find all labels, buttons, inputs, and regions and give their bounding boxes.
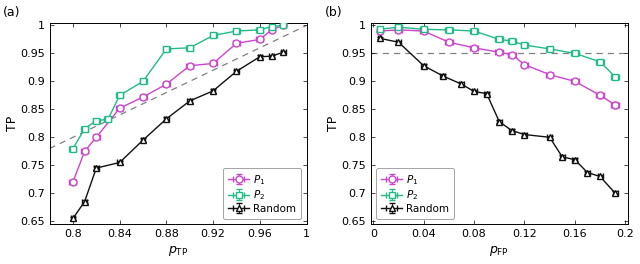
Y-axis label: TP: TP (6, 116, 19, 131)
X-axis label: $p_\mathrm{FP}$: $p_\mathrm{FP}$ (489, 244, 509, 258)
Text: (b): (b) (324, 6, 342, 18)
X-axis label: $p_\mathrm{TP}$: $p_\mathrm{TP}$ (168, 244, 188, 258)
Legend: $P_1$, $P_2$, Random: $P_1$, $P_2$, Random (376, 168, 454, 219)
Y-axis label: TP: TP (327, 116, 340, 131)
Legend: $P_1$, $P_2$, Random: $P_1$, $P_2$, Random (223, 168, 301, 219)
Text: (a): (a) (3, 6, 20, 18)
